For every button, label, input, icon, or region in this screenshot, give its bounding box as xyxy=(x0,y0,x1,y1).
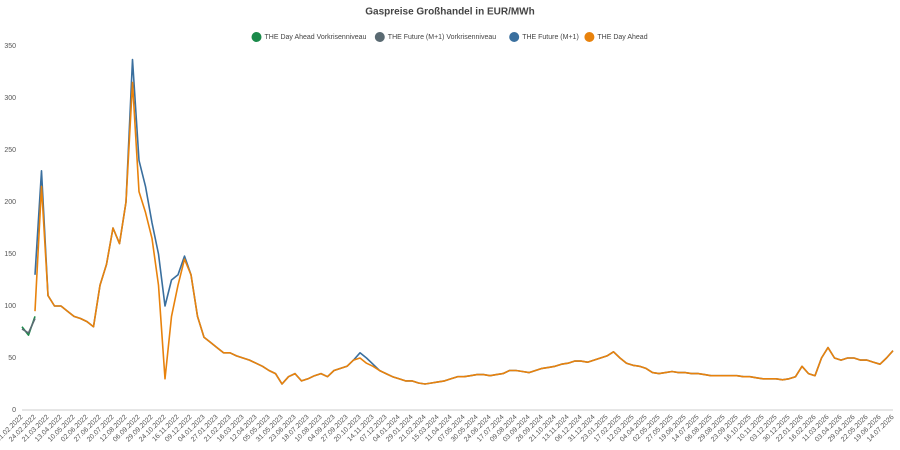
legend-swatch xyxy=(251,32,262,42)
legend-label: THE Day Ahead Vorkrisenniveau xyxy=(265,34,367,41)
y-tick-label: 0 xyxy=(12,407,16,414)
series-line xyxy=(34,58,894,385)
legend-swatch xyxy=(584,32,595,42)
y-tick-label: 350 xyxy=(4,43,16,50)
chart-title: Gaspreise Großhandel in EUR/MWh xyxy=(365,7,534,18)
legend-label: THE Day Ahead xyxy=(597,34,647,41)
series-line xyxy=(21,318,36,334)
y-tick-label: 250 xyxy=(4,147,16,154)
legend-label: THE Future (M+1) xyxy=(522,34,579,41)
y-tick-label: 150 xyxy=(4,251,16,258)
legend-swatch xyxy=(374,32,385,42)
y-tick-label: 100 xyxy=(4,303,16,310)
y-tick-label: 50 xyxy=(8,355,16,362)
series-line xyxy=(34,81,894,385)
legend-swatch xyxy=(509,32,520,42)
y-tick-label: 300 xyxy=(4,95,16,102)
legend-label: THE Future (M+1) Vorkrisenniveau xyxy=(388,34,496,41)
y-tick-label: 200 xyxy=(4,199,16,206)
